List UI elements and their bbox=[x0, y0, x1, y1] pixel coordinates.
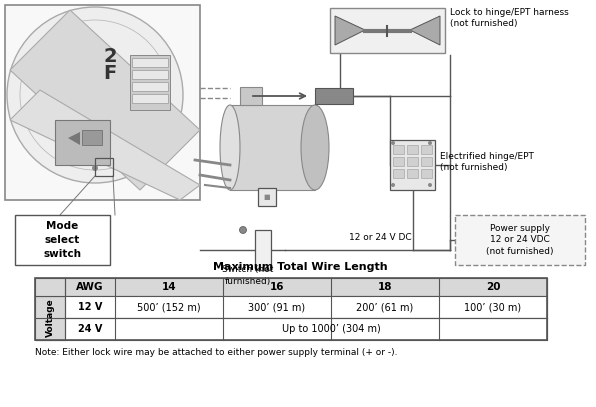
Bar bbox=[393, 145, 404, 154]
Bar bbox=[15, 215, 110, 265]
Polygon shape bbox=[10, 90, 200, 200]
Text: 12 or 24 V DC: 12 or 24 V DC bbox=[349, 234, 411, 243]
Circle shape bbox=[7, 7, 183, 183]
Text: 14: 14 bbox=[162, 282, 176, 292]
Bar bbox=[82, 130, 102, 145]
Polygon shape bbox=[68, 132, 80, 145]
Text: Voltage: Voltage bbox=[45, 299, 54, 337]
Polygon shape bbox=[335, 16, 365, 45]
Bar bbox=[390, 140, 435, 190]
Text: Up to 1000’ (304 m): Up to 1000’ (304 m) bbox=[282, 324, 380, 334]
Text: Mode
select
switch: Mode select switch bbox=[43, 221, 81, 259]
Ellipse shape bbox=[301, 105, 329, 190]
Bar bbox=[255, 230, 271, 270]
Bar bbox=[132, 70, 168, 79]
Text: 12 V: 12 V bbox=[78, 302, 102, 312]
Text: 100’ (30 m): 100’ (30 m) bbox=[464, 302, 522, 312]
Bar bbox=[455, 215, 585, 265]
Polygon shape bbox=[10, 10, 200, 190]
Bar bbox=[258, 188, 276, 206]
Text: Lock to hinge/EPT harness
(not furnished): Lock to hinge/EPT harness (not furnished… bbox=[450, 8, 569, 28]
Text: AWG: AWG bbox=[76, 282, 104, 292]
Text: 2
F: 2 F bbox=[103, 47, 117, 83]
Bar bbox=[230, 105, 315, 190]
Text: 16: 16 bbox=[270, 282, 284, 292]
Bar bbox=[132, 94, 168, 103]
Bar bbox=[407, 157, 418, 166]
Bar bbox=[393, 157, 404, 166]
Polygon shape bbox=[410, 16, 440, 45]
Bar bbox=[421, 169, 432, 178]
Bar bbox=[130, 55, 170, 110]
Circle shape bbox=[391, 183, 395, 187]
Bar bbox=[35, 296, 547, 318]
Text: 300’ (91 m): 300’ (91 m) bbox=[249, 302, 306, 312]
Bar bbox=[35, 278, 65, 296]
Bar bbox=[35, 278, 547, 340]
Circle shape bbox=[428, 141, 432, 145]
Bar bbox=[5, 5, 200, 200]
Bar bbox=[35, 296, 65, 340]
Text: Power supply
12 or 24 VDC
(not furnished): Power supply 12 or 24 VDC (not furnished… bbox=[486, 224, 554, 256]
Bar bbox=[315, 88, 353, 104]
Circle shape bbox=[391, 141, 395, 145]
Text: Electrified hinge/EPT
(not furnished): Electrified hinge/EPT (not furnished) bbox=[440, 151, 534, 173]
Text: Switch (not
furnished): Switch (not furnished) bbox=[222, 265, 274, 286]
Text: ■: ■ bbox=[263, 194, 271, 200]
Bar bbox=[35, 278, 547, 296]
Bar bbox=[35, 318, 547, 340]
Bar bbox=[407, 169, 418, 178]
Text: 18: 18 bbox=[378, 282, 392, 292]
Text: 200’ (61 m): 200’ (61 m) bbox=[356, 302, 414, 312]
Bar bbox=[421, 157, 432, 166]
Bar bbox=[421, 145, 432, 154]
Bar bbox=[95, 158, 113, 176]
Circle shape bbox=[428, 183, 432, 187]
Ellipse shape bbox=[220, 105, 240, 190]
Bar bbox=[407, 145, 418, 154]
Bar bbox=[330, 8, 445, 53]
Bar bbox=[240, 87, 262, 105]
Text: 24 V: 24 V bbox=[78, 324, 102, 334]
Bar bbox=[55, 120, 110, 165]
Text: Maximum Total Wire Length: Maximum Total Wire Length bbox=[213, 262, 387, 272]
Text: Note: Either lock wire may be attached to either power supply terminal (+ or -).: Note: Either lock wire may be attached t… bbox=[35, 348, 398, 357]
Text: 20: 20 bbox=[486, 282, 500, 292]
Bar bbox=[132, 82, 168, 91]
Bar bbox=[132, 58, 168, 67]
Circle shape bbox=[92, 165, 98, 171]
Text: 500’ (152 m): 500’ (152 m) bbox=[137, 302, 201, 312]
Bar bbox=[393, 169, 404, 178]
Circle shape bbox=[240, 227, 247, 234]
